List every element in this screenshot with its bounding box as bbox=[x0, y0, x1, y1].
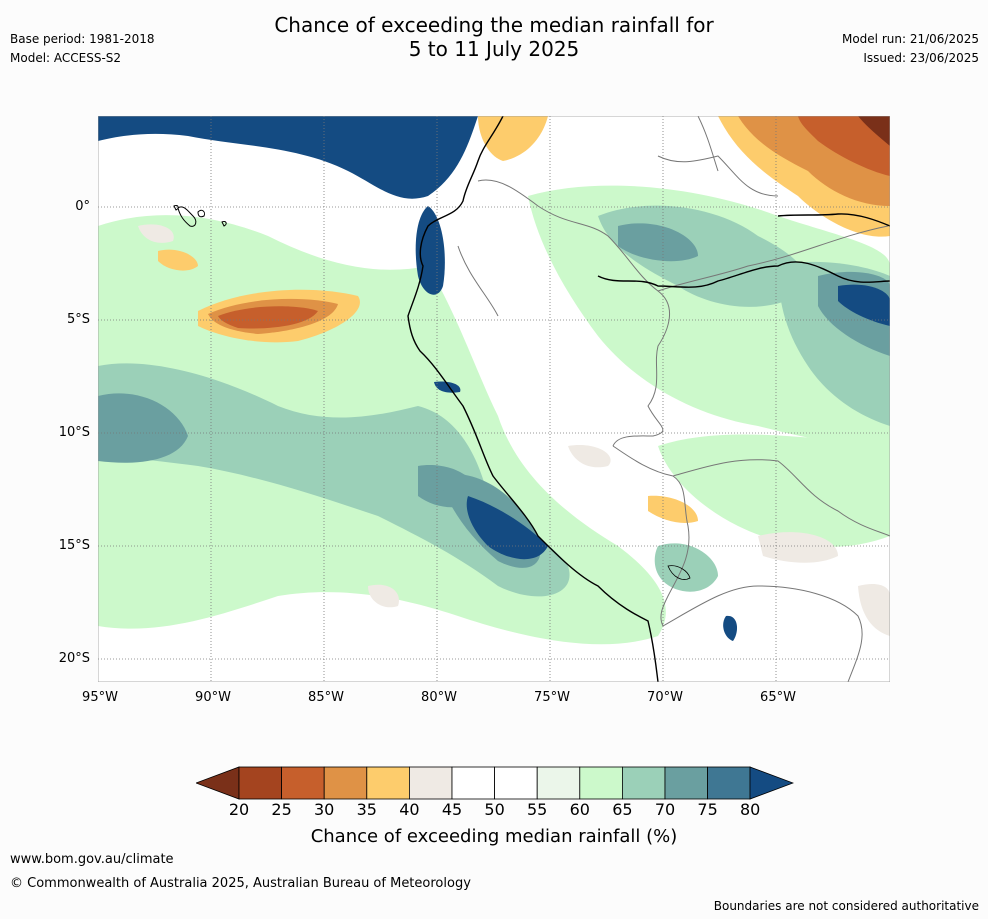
colorbar-tick-label: 55 bbox=[527, 800, 548, 819]
colorbar-segment bbox=[579, 766, 623, 800]
colorbar-segment bbox=[621, 766, 666, 800]
disclaimer-text: Boundaries are not considered authoritat… bbox=[713, 899, 979, 913]
colorbar-segment bbox=[536, 766, 581, 800]
colorbar-segment bbox=[323, 766, 368, 800]
copyright-text: © Commonwealth of Australia 2025, Austra… bbox=[10, 876, 471, 891]
colorbar-segment bbox=[494, 766, 538, 800]
probability-region-80plus bbox=[466, 496, 548, 560]
colorbar bbox=[196, 766, 794, 800]
colorbar-tick-label: 75 bbox=[697, 800, 718, 819]
colorbar-tick-label: 20 bbox=[228, 800, 250, 819]
colorbar-tick-label: 30 bbox=[314, 800, 335, 819]
probability-region-80plus bbox=[434, 381, 461, 393]
colorbar-tick-label: 50 bbox=[484, 800, 505, 819]
colorbar-segment bbox=[664, 766, 708, 800]
coastline bbox=[407, 116, 890, 682]
colorbar-tick-label: 70 bbox=[654, 800, 676, 819]
probability-region-25 bbox=[218, 306, 318, 329]
map-title-line1: Chance of exceeding the median rainfall … bbox=[274, 13, 714, 37]
probability-region-75 bbox=[98, 393, 188, 463]
lat-label-0: 0° bbox=[75, 199, 90, 214]
colorbar-tick-label: 60 bbox=[569, 800, 590, 819]
lat-label-10s: 10°S bbox=[58, 425, 90, 440]
website-link[interactable]: www.bom.gov.au/climate bbox=[10, 852, 174, 867]
probability-region-40 bbox=[368, 584, 399, 608]
colorbar-segment bbox=[707, 766, 751, 800]
colorbar-tick-label: 40 bbox=[399, 800, 420, 819]
colorbar-segments bbox=[238, 766, 751, 800]
lake-titicaca bbox=[667, 565, 691, 580]
model-text: Model: ACCESS-S2 bbox=[10, 51, 122, 65]
base-period-text: Base period: 1981-2018 bbox=[10, 32, 155, 46]
colorbar-low-extension bbox=[196, 766, 240, 800]
lon-label-80w: 80°W bbox=[421, 690, 457, 705]
lat-label-20s: 20°S bbox=[58, 651, 90, 666]
colorbar-tick-label: 25 bbox=[271, 800, 292, 819]
probability-region-60 bbox=[658, 434, 890, 547]
lon-label-95w: 95°W bbox=[82, 690, 118, 705]
colorbar-tick-label: 65 bbox=[612, 800, 633, 819]
colorbar-tick-label: 45 bbox=[441, 800, 463, 819]
colorbar-segment bbox=[281, 766, 325, 800]
probability-region-35 bbox=[648, 495, 698, 523]
colorbar-tick-label: 35 bbox=[356, 800, 377, 819]
colorbar-title: Chance of exceeding median rainfall (%) bbox=[310, 826, 678, 847]
colorbar-tick-label: 80 bbox=[740, 800, 761, 819]
probability-region-80plus bbox=[98, 116, 478, 199]
colorbar-high-extension bbox=[749, 766, 794, 800]
galapagos-islands bbox=[173, 205, 227, 227]
probability-region-35 bbox=[478, 116, 548, 161]
lat-label-5s: 5°S bbox=[66, 312, 90, 327]
probability-region-60 bbox=[528, 185, 890, 446]
probability-region-80plus bbox=[723, 615, 738, 641]
colorbar-segment bbox=[238, 766, 282, 800]
probability-region-70 bbox=[98, 363, 570, 597]
lon-label-85w: 85°W bbox=[308, 690, 344, 705]
lon-label-65w: 65°W bbox=[760, 690, 796, 705]
model-run-text: Model run: 21/06/2025 bbox=[841, 32, 979, 46]
probability-region-70 bbox=[654, 543, 718, 592]
colorbar-segment bbox=[408, 766, 453, 800]
lon-label-75w: 75°W bbox=[534, 690, 570, 705]
lat-label-15s: 15°S bbox=[58, 538, 90, 553]
probability-region-25 bbox=[798, 116, 890, 176]
probability-region-75 bbox=[618, 223, 698, 262]
probability-region-40 bbox=[758, 532, 838, 563]
probability-region-80plus bbox=[415, 206, 445, 295]
rainfall-probability-map bbox=[98, 116, 890, 682]
probability-region-40 bbox=[568, 445, 611, 468]
graticule bbox=[98, 116, 890, 682]
country-borders bbox=[457, 116, 890, 682]
probability-region-80plus bbox=[838, 284, 890, 326]
probability-region-20minus bbox=[858, 116, 890, 146]
colorbar-segment bbox=[451, 766, 495, 800]
colorbar-segment bbox=[366, 766, 410, 800]
probability-region-40 bbox=[858, 584, 890, 636]
lon-label-70w: 70°W bbox=[647, 690, 683, 705]
probability-region-40 bbox=[138, 224, 174, 243]
issued-text: Issued: 23/06/2025 bbox=[863, 51, 979, 65]
probability-region-35 bbox=[158, 249, 198, 271]
lon-label-90w: 90°W bbox=[195, 690, 231, 705]
map-title-line2: 5 to 11 July 2025 bbox=[408, 37, 580, 61]
